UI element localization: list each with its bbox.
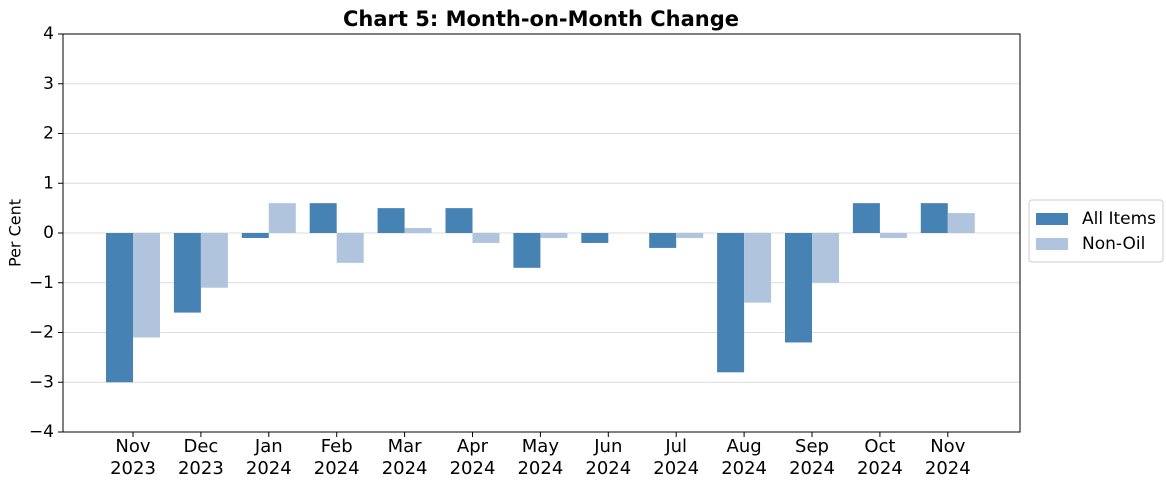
x-tick-label: Aug 2024 [721, 436, 767, 479]
y-tick-label: −1 [29, 273, 54, 293]
bar [200, 233, 228, 288]
bar [106, 233, 133, 383]
bar [812, 233, 839, 283]
bar [445, 208, 473, 233]
bar [947, 213, 975, 233]
bar [268, 203, 296, 233]
bar [133, 233, 160, 338]
y-tick-label: 2 [43, 124, 54, 144]
bar [540, 233, 568, 238]
legend-swatch [1036, 213, 1068, 225]
x-tick-label: Feb 2024 [314, 436, 360, 479]
bar [879, 233, 907, 238]
bar [309, 203, 337, 233]
x-tick-label: Nov 2023 [110, 436, 156, 479]
bar [744, 233, 772, 303]
bar [173, 233, 201, 313]
legend-swatch [1036, 238, 1068, 250]
x-tick-label: Mar 2024 [382, 436, 428, 479]
y-tick-label: −3 [29, 372, 54, 392]
y-tick-label: −2 [29, 323, 54, 343]
x-tick-label: Jun 2024 [585, 436, 631, 479]
y-tick-label: 0 [43, 223, 54, 243]
bar [241, 233, 269, 238]
x-tick-label: Nov 2024 [925, 436, 971, 479]
x-tick-label: Sep 2024 [789, 436, 835, 479]
y-tick-label: 1 [43, 173, 54, 193]
bar [581, 233, 609, 243]
bar [852, 203, 880, 233]
x-tick-label: Apr 2024 [450, 436, 496, 479]
x-tick-label: May 2024 [517, 436, 563, 479]
bar [513, 233, 541, 268]
bar [785, 233, 812, 343]
x-tick-label: Oct 2024 [857, 436, 903, 479]
bars [106, 203, 975, 383]
legend-label: Non-Oil [1082, 234, 1145, 254]
y-tick-label: 3 [43, 74, 54, 94]
bar [472, 233, 500, 243]
x-tick-label: Dec 2023 [178, 436, 224, 479]
y-tick-label: −4 [29, 422, 54, 442]
bar [404, 228, 432, 233]
bar [649, 233, 677, 248]
bar [336, 233, 364, 263]
y-axis-label: Per Cent [6, 199, 25, 267]
bar [717, 233, 745, 373]
bar [377, 208, 405, 233]
bar [920, 203, 948, 233]
x-tick-label: Jul 2024 [653, 436, 699, 479]
x-tick-label: Jan 2024 [246, 436, 292, 479]
bar [676, 233, 704, 238]
y-tick-label: 4 [43, 24, 54, 44]
legend-label: All Items [1082, 209, 1156, 229]
chart-title: Chart 5: Month-on-Month Change [343, 7, 739, 31]
